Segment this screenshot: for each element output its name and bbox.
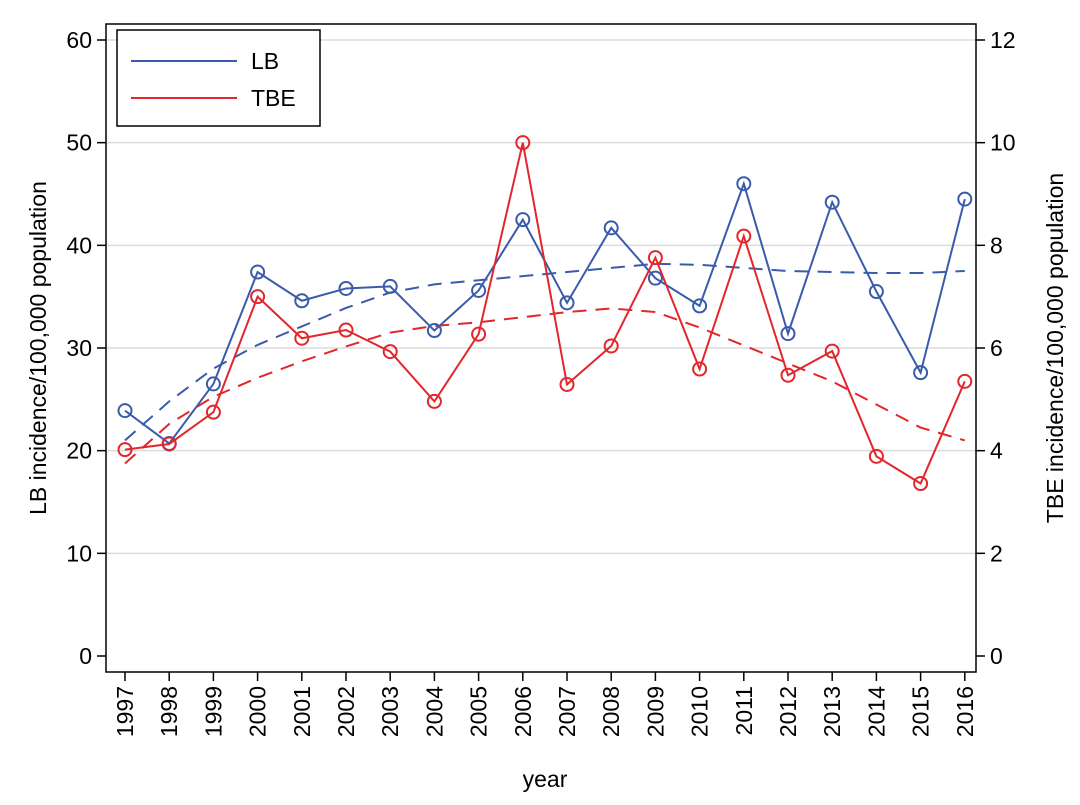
data-point-lb <box>559 295 575 311</box>
x-tick-label: 2005 <box>466 686 492 737</box>
data-point-tbe <box>117 442 133 458</box>
data-point-lb <box>603 220 619 236</box>
y-right-tick-label: 6 <box>990 335 1003 361</box>
y-right-tick-label: 0 <box>990 643 1003 669</box>
y-left-tick-label: 20 <box>66 438 92 464</box>
data-point-lb <box>515 212 531 228</box>
data-point-lb <box>647 270 663 286</box>
data-point-tbe <box>471 326 487 342</box>
y-right-tick-label: 2 <box>990 540 1003 566</box>
data-point-tbe <box>382 344 398 360</box>
y-axis-title-right: TBE incidence/100,000 population <box>1042 173 1068 523</box>
data-point-lb <box>957 191 973 207</box>
x-axis-title: year <box>523 766 568 792</box>
data-point-lb <box>294 293 310 309</box>
data-point-lb <box>913 365 929 381</box>
data-point-lb <box>824 194 840 210</box>
x-tick-label: 1998 <box>156 686 182 737</box>
y-left-tick-label: 40 <box>66 232 92 258</box>
x-tick-label: 2002 <box>333 686 359 737</box>
data-point-tbe <box>515 135 531 151</box>
x-tick-label: 2015 <box>908 686 934 737</box>
data-point-tbe <box>294 330 310 346</box>
data-point-tbe <box>250 289 266 305</box>
x-tick-label: 2011 <box>731 686 757 735</box>
legend-label-lb: LB <box>251 48 279 74</box>
data-point-tbe <box>647 250 663 266</box>
x-tick-label: 2012 <box>775 686 801 737</box>
trend-line-tbe <box>124 307 966 465</box>
data-point-tbe <box>692 361 708 377</box>
data-point-lb <box>692 298 708 314</box>
data-point-tbe <box>868 448 884 464</box>
data-point-tbe <box>824 343 840 359</box>
data-point-lb <box>471 283 487 299</box>
y-left-tick-label: 50 <box>66 130 92 156</box>
data-point-lb <box>382 278 398 294</box>
x-tick-label: 2016 <box>952 686 978 737</box>
y-left-tick-label: 10 <box>66 540 92 566</box>
data-point-tbe <box>426 393 442 409</box>
data-point-tbe <box>603 338 619 354</box>
trend-line-lb <box>124 262 965 442</box>
y-right-tick-label: 12 <box>990 27 1016 53</box>
x-tick-label: 2000 <box>245 686 271 737</box>
x-tick-label: 2009 <box>642 686 668 737</box>
y-right-tick-label: 8 <box>990 232 1003 258</box>
data-point-tbe <box>913 476 929 492</box>
legend: LB TBE <box>116 29 321 127</box>
data-point-tbe <box>736 228 752 244</box>
y-left-tick-label: 60 <box>66 27 92 53</box>
data-point-lb <box>205 376 221 392</box>
data-point-lb <box>868 284 884 300</box>
x-tick-label: 2008 <box>598 686 624 737</box>
data-point-tbe <box>338 322 354 338</box>
data-point-lb <box>338 280 354 296</box>
x-tick-label: 1999 <box>200 686 226 737</box>
x-tick-label: 2013 <box>819 686 845 737</box>
data-point-tbe <box>780 367 796 383</box>
x-tick-label: 2004 <box>421 686 447 737</box>
x-tick-label: 2003 <box>377 686 403 737</box>
data-point-lb <box>736 176 752 192</box>
data-point-tbe <box>559 376 575 392</box>
data-point-tbe <box>161 436 177 452</box>
y-left-tick-label: 0 <box>79 643 92 669</box>
x-tick-label: 1997 <box>112 686 138 737</box>
y-right-tick-label: 4 <box>990 438 1003 464</box>
data-point-lb <box>250 264 266 280</box>
legend-box <box>116 29 321 127</box>
x-tick-label: 2010 <box>687 686 713 737</box>
data-point-tbe <box>957 373 973 389</box>
x-tick-label: 2006 <box>510 686 536 737</box>
y-right-tick-label: 10 <box>990 130 1016 156</box>
x-tick-label: 2001 <box>289 686 315 737</box>
data-point-lb <box>780 326 796 342</box>
y-axis-title-left: LB incidence/100,000 population <box>25 181 51 515</box>
x-tick-label: 2014 <box>863 686 889 737</box>
data-point-lb <box>117 403 133 419</box>
data-point-tbe <box>205 404 221 420</box>
x-tick-label: 2007 <box>554 686 580 737</box>
legend-label-tbe: TBE <box>251 85 296 111</box>
data-point-lb <box>426 323 442 339</box>
series-line-tbe <box>124 142 966 485</box>
y-left-tick-label: 30 <box>66 335 92 361</box>
